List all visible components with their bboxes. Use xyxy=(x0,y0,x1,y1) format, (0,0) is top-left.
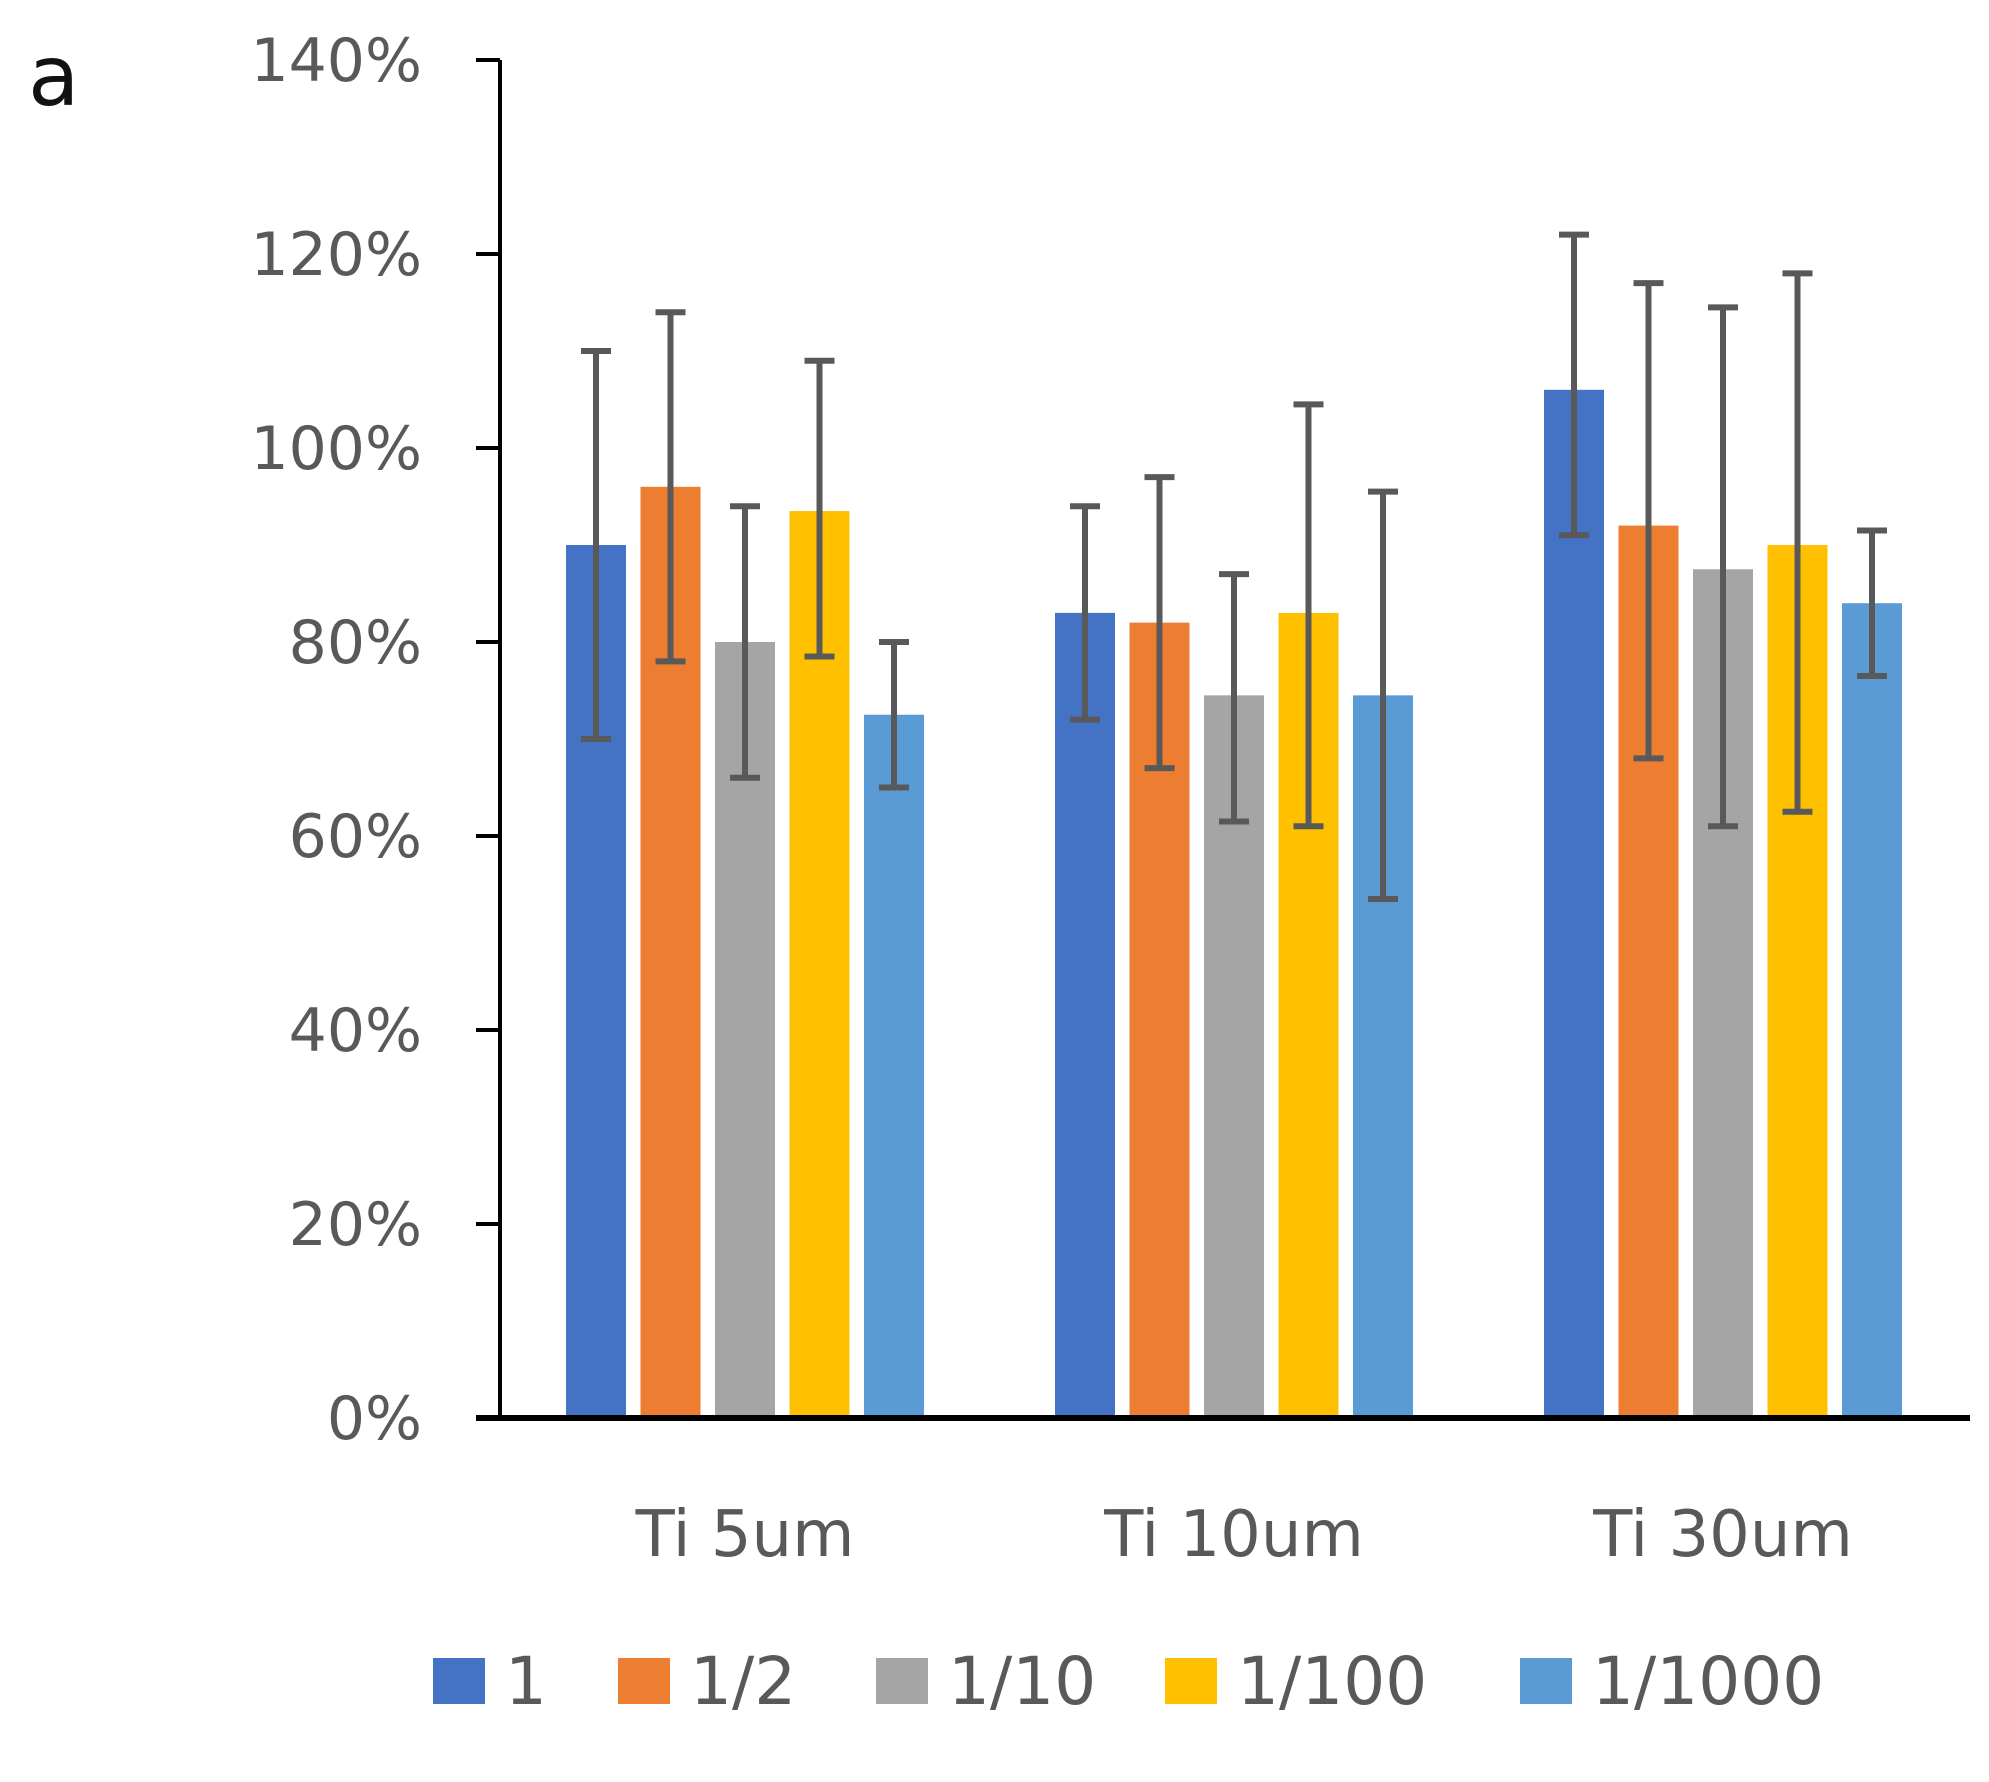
y-tick-label: 100% xyxy=(250,414,422,484)
y-tick-label: 0% xyxy=(327,1384,422,1454)
y-tick-label: 60% xyxy=(289,802,422,872)
x-category-label: Ti 5um xyxy=(635,1498,855,1572)
legend-label: 1/100 xyxy=(1237,1643,1427,1720)
y-tick-label: 120% xyxy=(250,220,422,290)
panel-label: a xyxy=(28,27,79,125)
legend-label: 1/1000 xyxy=(1592,1643,1824,1720)
bars xyxy=(566,389,1902,1418)
legend-label: 1/2 xyxy=(690,1643,796,1720)
bar-1-1 xyxy=(1055,612,1115,1418)
legend-swatch xyxy=(1520,1658,1572,1704)
legend-label: 1/10 xyxy=(948,1643,1096,1720)
legend-swatch xyxy=(876,1658,928,1704)
x-category-label: Ti 30um xyxy=(1592,1498,1853,1572)
y-axis: 0% 20% 40% 60% 80% 100% 120% 140% xyxy=(250,26,502,1454)
y-tick-label: 140% xyxy=(250,26,422,96)
y-tick-label: 20% xyxy=(289,1190,422,1260)
bar-1-1000-0 xyxy=(864,714,924,1418)
legend: 1 1/2 1/10 1/100 1/1000 xyxy=(433,1643,1824,1720)
legend-label: 1 xyxy=(505,1643,547,1720)
legend-swatch xyxy=(618,1658,670,1704)
x-category-label: Ti 10um xyxy=(1103,1498,1364,1572)
legend-swatch xyxy=(433,1658,485,1704)
x-axis: Ti 5um Ti 10um Ti 30um xyxy=(476,1415,1970,1572)
y-tick-label: 40% xyxy=(289,996,422,1066)
error-bars xyxy=(581,231,1887,903)
y-tick-label: 80% xyxy=(289,608,422,678)
bar-1-2 xyxy=(1544,389,1604,1418)
bar-1-1000-2 xyxy=(1842,603,1902,1418)
bar-1-100-0 xyxy=(789,511,850,1418)
legend-swatch xyxy=(1165,1658,1217,1704)
